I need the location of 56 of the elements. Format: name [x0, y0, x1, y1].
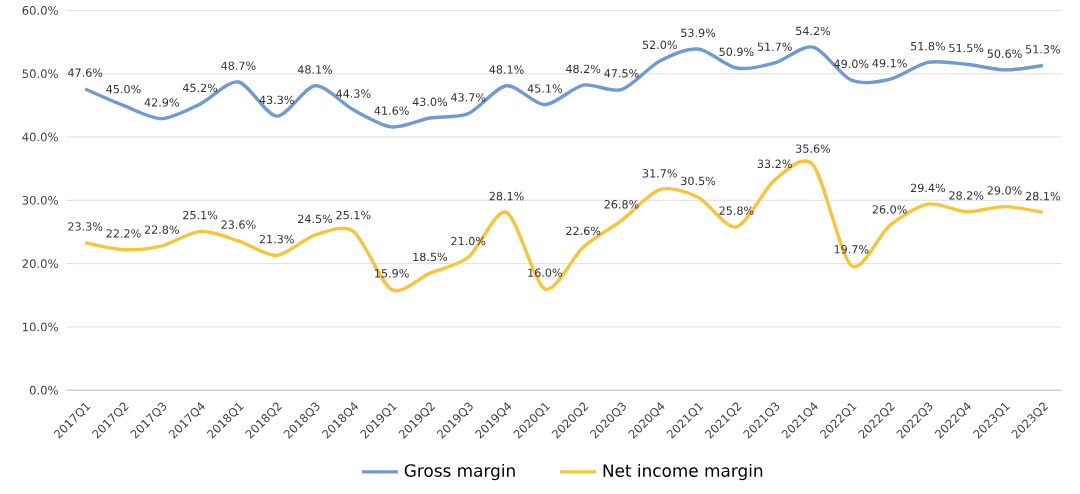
data-label: 43.3%	[259, 95, 294, 105]
y-tick-label: 60.0%	[22, 6, 58, 15]
y-tick-label: 10.0%	[23, 322, 58, 332]
data-label: 31.7%	[642, 169, 677, 178]
y-tick-label: 50.0%	[22, 69, 58, 79]
data-label: 22.8%	[144, 225, 179, 234]
y-tick-label: 30.0%	[22, 195, 58, 205]
data-label: 25.1%	[183, 210, 218, 220]
data-label: 50.9%	[719, 47, 754, 57]
data-label: 48.2%	[565, 64, 601, 74]
data-label: 41.6%	[374, 106, 409, 115]
data-label: 42.9%	[144, 98, 179, 107]
data-label: 51.7%	[757, 42, 792, 51]
y-tick-label: 0.0%	[29, 385, 58, 395]
data-label: 33.2%	[757, 159, 792, 169]
data-label: 51.8%	[911, 41, 946, 51]
data-label: 23.6%	[221, 220, 256, 229]
data-label: 21.3%	[259, 234, 294, 244]
data-label: 22.2%	[106, 229, 141, 238]
data-label: 45.2%	[182, 83, 218, 93]
data-label: 54.2%	[796, 26, 831, 36]
data-label: 18.5%	[413, 252, 448, 262]
legend-label: Gross margin	[404, 463, 515, 481]
data-label: 51.3%	[1025, 45, 1060, 54]
y-tick-label: 20.0%	[22, 259, 58, 269]
data-label: 24.5%	[298, 214, 333, 224]
data-label: 29.0%	[987, 186, 1022, 195]
legend-label: Net income margin	[603, 463, 763, 481]
data-label: 49.0%	[834, 59, 869, 69]
data-label: 53.9%	[681, 28, 716, 38]
data-label: 22.6%	[566, 226, 601, 236]
data-label: 35.6%	[796, 144, 831, 153]
data-label: 43.7%	[451, 93, 486, 102]
data-label: 48.1%	[297, 65, 333, 74]
data-label: 51.5%	[949, 43, 984, 53]
data-label: 48.7%	[221, 61, 256, 70]
data-label: 43.0%	[412, 97, 448, 107]
data-label: 47.6%	[67, 68, 103, 77]
data-label: 23.3%	[68, 222, 103, 231]
data-label: 45.0%	[106, 84, 141, 94]
data-label: 26.8%	[604, 200, 639, 209]
data-label: 50.6%	[987, 49, 1022, 58]
data-label: 48.1%	[489, 65, 524, 74]
data-label: 45.1%	[527, 84, 562, 93]
data-label: 49.1%	[872, 58, 907, 68]
data-label: 29.4%	[910, 183, 946, 193]
data-label: 28.2%	[949, 191, 984, 200]
data-label: 44.3%	[336, 89, 371, 98]
data-label: 28.1%	[1025, 191, 1060, 201]
data-label: 47.5%	[604, 69, 639, 78]
data-label: 52.0%	[642, 40, 677, 50]
data-label: 25.1%	[336, 210, 371, 220]
data-label: 26.0%	[872, 205, 907, 214]
data-label: 28.1%	[489, 191, 524, 201]
y-tick-label: 40.0%	[22, 132, 58, 142]
data-label: 30.5%	[681, 176, 716, 186]
